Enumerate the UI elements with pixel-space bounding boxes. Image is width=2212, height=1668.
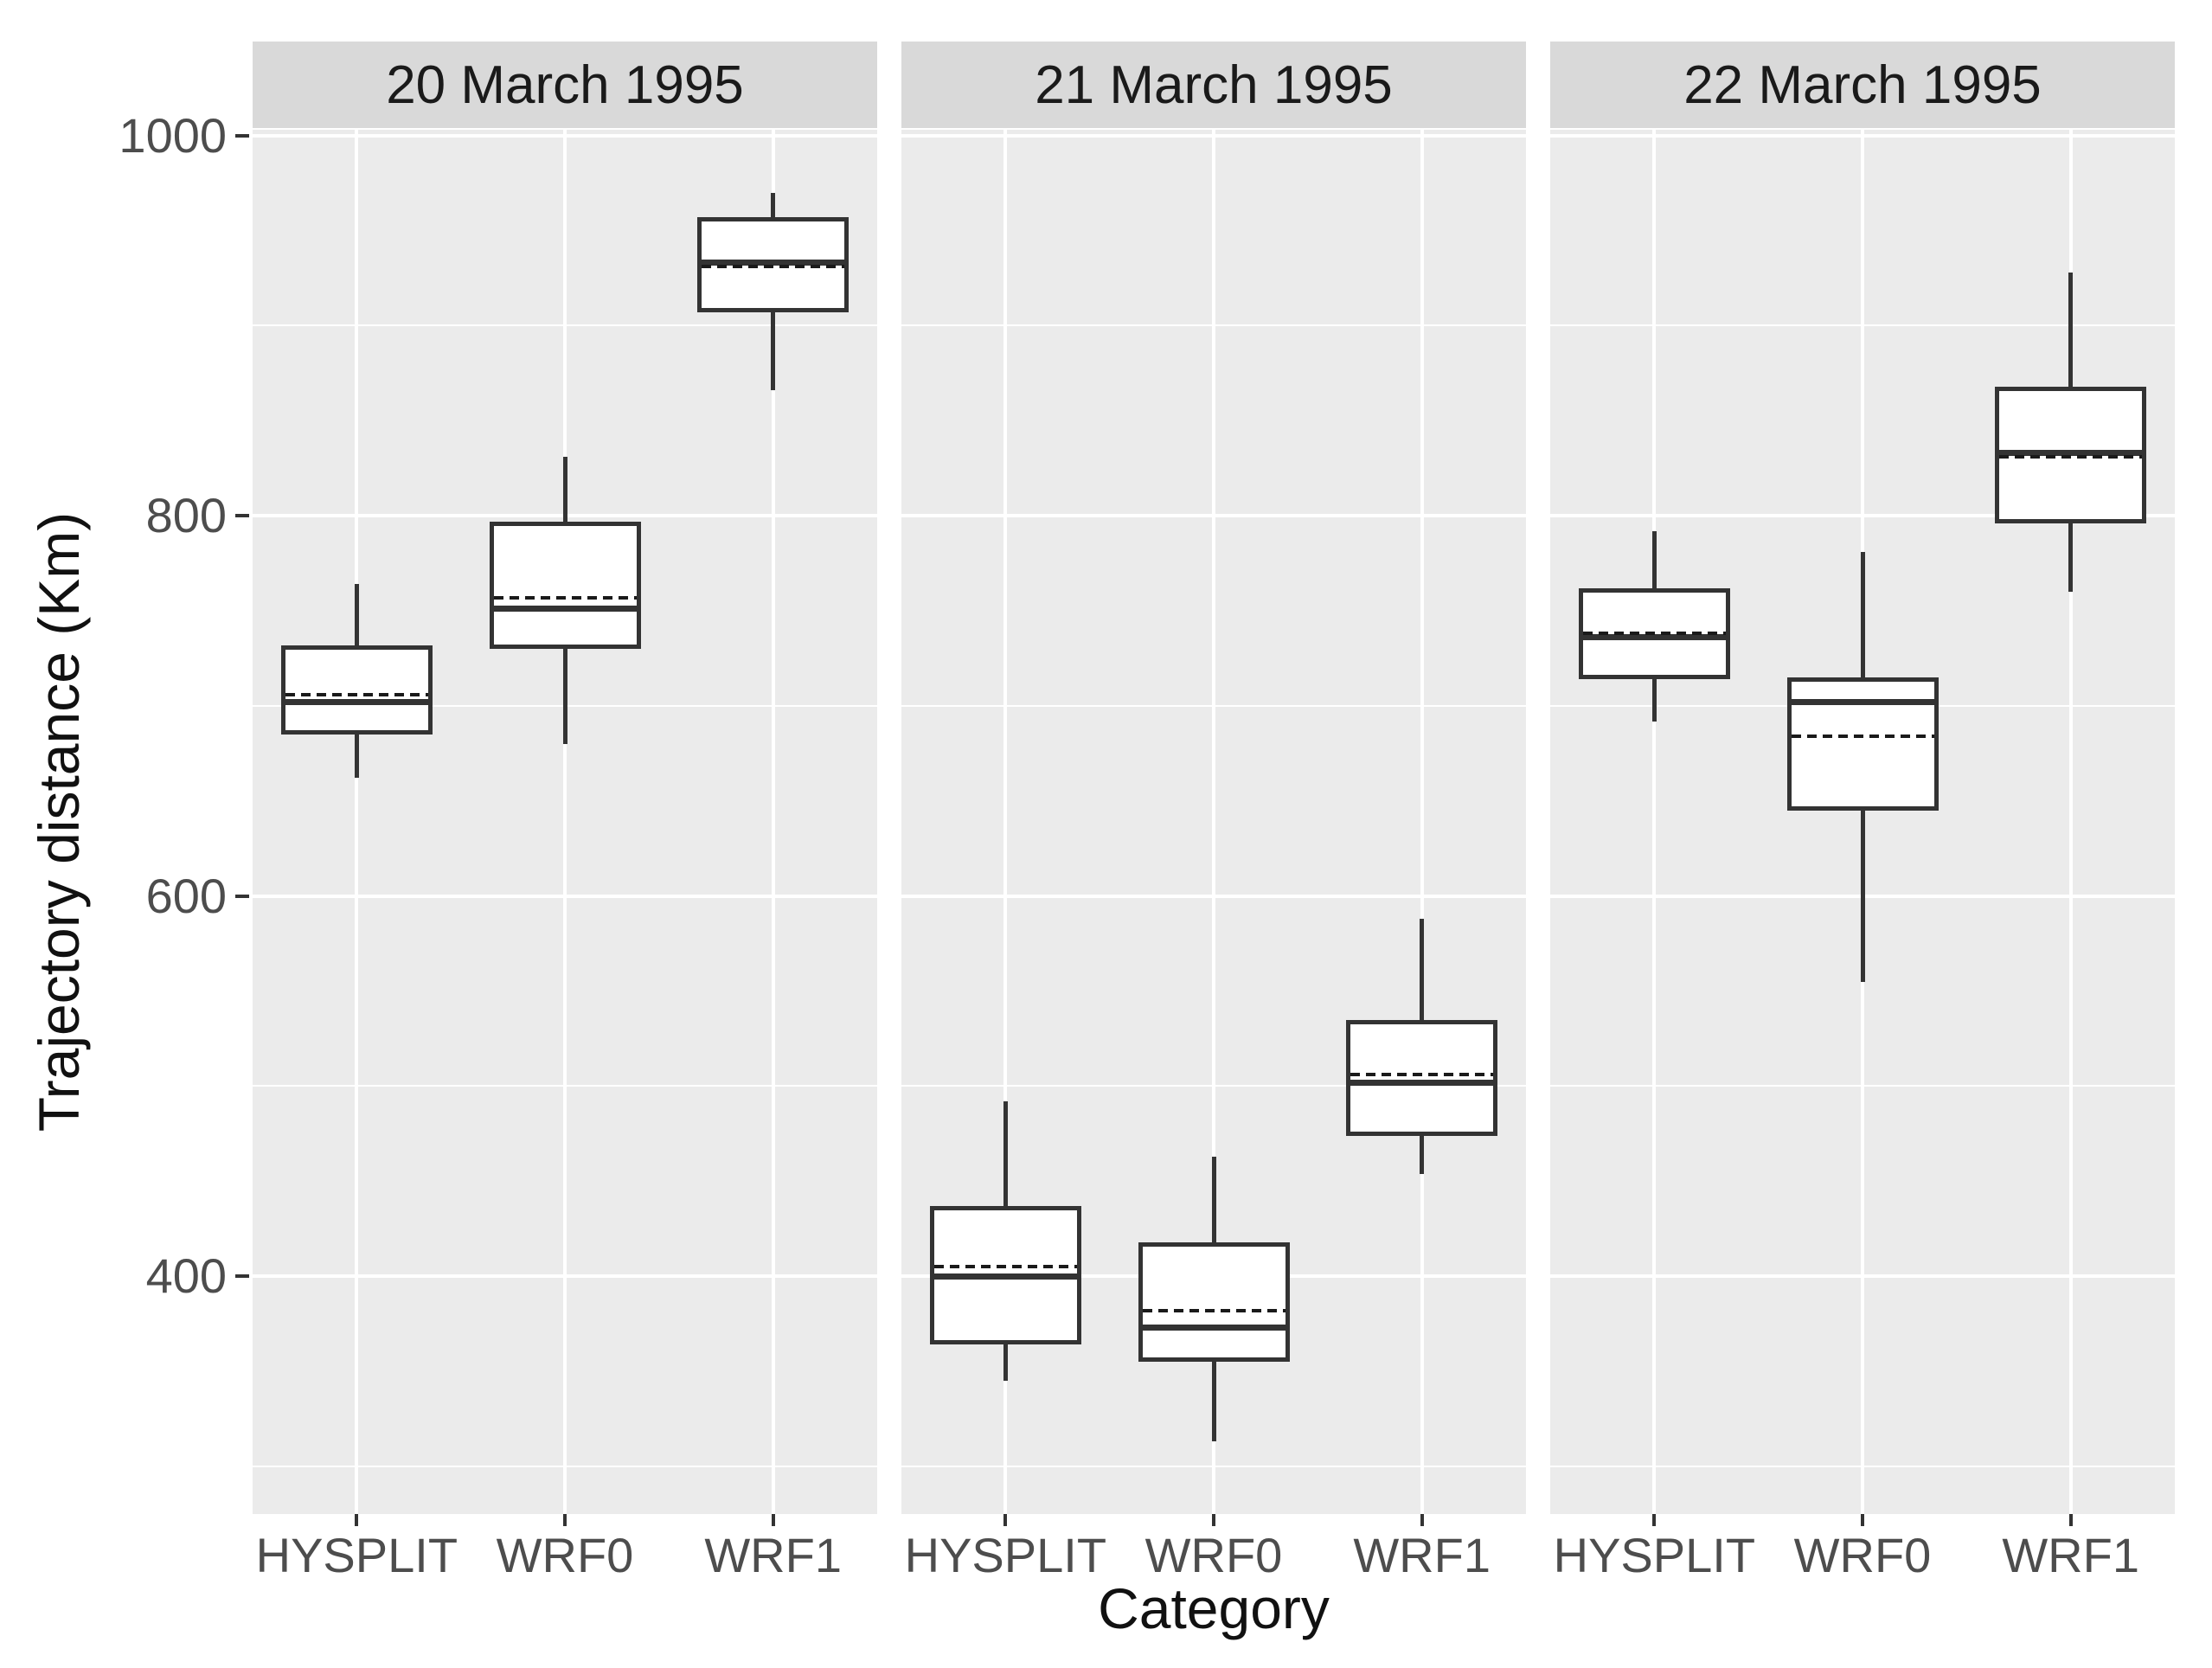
x-tick-mark: [1861, 1514, 1864, 1526]
boxplot-lower-whisker: [1651, 679, 1657, 722]
x-tick-mark: [771, 1514, 775, 1526]
x-tick-label: HYSPLIT: [904, 1528, 1107, 1582]
gridline-vertical: [1420, 130, 1424, 1514]
boxplot-median-line: [1138, 1325, 1290, 1331]
x-tick-label: HYSPLIT: [1553, 1528, 1756, 1582]
x-tick-mark: [1212, 1514, 1215, 1526]
boxplot-upper-whisker: [1003, 1101, 1008, 1206]
boxplot-median-line: [489, 606, 641, 613]
boxplot-mean-line: [702, 265, 845, 269]
x-tick-label: WRF1: [2002, 1528, 2139, 1582]
gridline-vertical: [355, 130, 359, 1514]
boxplot-median-line: [1786, 699, 1939, 706]
boxplot-lower-whisker: [562, 649, 567, 744]
x-tick-mark: [1652, 1514, 1657, 1526]
boxplot-mean-line: [1791, 735, 1934, 739]
facet-strip: 21 March 1995: [901, 42, 1526, 128]
boxplot-median-line: [697, 260, 850, 266]
x-tick-mark: [563, 1514, 567, 1526]
y-tick-mark: [235, 894, 249, 898]
x-tick-mark: [2068, 1514, 2073, 1526]
boxplot-upper-whisker: [771, 192, 776, 218]
boxplot-mean-line: [285, 692, 428, 696]
boxplot-box: [1786, 677, 1939, 811]
boxplot-median-line: [280, 699, 433, 706]
boxplot-mean-line: [933, 1265, 1077, 1269]
x-tick-label: WRF1: [704, 1528, 842, 1582]
boxplot-lower-whisker: [1420, 1135, 1425, 1174]
y-tick-mark: [235, 514, 249, 518]
boxplot-box: [1346, 1019, 1498, 1136]
boxplot-upper-whisker: [2068, 272, 2074, 387]
y-tick-label: 400: [145, 1248, 227, 1304]
boxplot-upper-whisker: [1651, 530, 1657, 588]
plot-panel: [253, 130, 877, 1514]
gridline-vertical: [771, 130, 775, 1514]
boxplot-upper-whisker: [1420, 919, 1425, 1020]
facet-strip: 20 March 1995: [253, 42, 877, 128]
x-tick-mark: [355, 1514, 359, 1526]
facet-title: 21 March 1995: [1035, 55, 1393, 115]
gridline-vertical: [1652, 130, 1657, 1514]
boxplot-box: [489, 521, 641, 649]
y-tick-label: 600: [145, 868, 227, 923]
boxplot-lower-whisker: [1860, 810, 1865, 982]
boxplot-upper-whisker: [1860, 551, 1865, 677]
boxplot-lower-whisker: [1003, 1344, 1008, 1382]
y-tick-label: 1000: [119, 107, 227, 163]
facet-title: 20 March 1995: [386, 55, 744, 115]
y-tick-label: 800: [145, 488, 227, 543]
facet-strip: 22 March 1995: [1550, 42, 2175, 128]
x-tick-label: WRF0: [1144, 1528, 1283, 1582]
boxplot-median-line: [1995, 450, 2147, 457]
gridline-vertical: [1003, 130, 1008, 1514]
boxplot-upper-whisker: [562, 457, 567, 522]
boxplot-median-line: [1346, 1079, 1498, 1086]
gridline-vertical: [563, 130, 567, 1514]
y-tick-mark: [235, 133, 249, 138]
boxplot-median-line: [1578, 634, 1730, 641]
x-tick-mark: [1420, 1514, 1424, 1526]
x-tick-label: HYSPLIT: [255, 1528, 458, 1582]
x-tick-label: WRF1: [1353, 1528, 1491, 1582]
boxplot-mean-line: [1999, 455, 2143, 459]
gridline-vertical: [1212, 130, 1215, 1514]
facet-title: 22 March 1995: [1683, 55, 2042, 115]
x-axis-title: Category: [1098, 1576, 1330, 1640]
y-tick-mark: [235, 1274, 249, 1279]
x-tick-label: WRF0: [1793, 1528, 1932, 1582]
boxplot-box: [1138, 1241, 1290, 1363]
y-axis-title: Trajectory distance (Km): [27, 511, 91, 1132]
boxplot-box: [280, 645, 433, 735]
plot-panel: [901, 130, 1526, 1514]
plot-panel: [1550, 130, 2175, 1514]
boxplot-mean-line: [1142, 1308, 1286, 1312]
boxplot-mean-line: [493, 595, 637, 600]
boxplot-upper-whisker: [1211, 1156, 1216, 1242]
boxplot-mean-line: [1350, 1073, 1494, 1077]
boxplot-median-line: [929, 1273, 1081, 1280]
boxplot-lower-whisker: [2068, 523, 2074, 593]
boxplot-lower-whisker: [1211, 1362, 1216, 1442]
x-tick-label: WRF0: [496, 1528, 634, 1582]
boxplot-lower-whisker: [354, 734, 359, 779]
boxplot-lower-whisker: [771, 311, 776, 391]
gridline-vertical: [2068, 130, 2073, 1514]
boxplot-upper-whisker: [354, 584, 359, 645]
x-tick-mark: [1003, 1514, 1008, 1526]
boxplot-mean-line: [1582, 632, 1726, 636]
